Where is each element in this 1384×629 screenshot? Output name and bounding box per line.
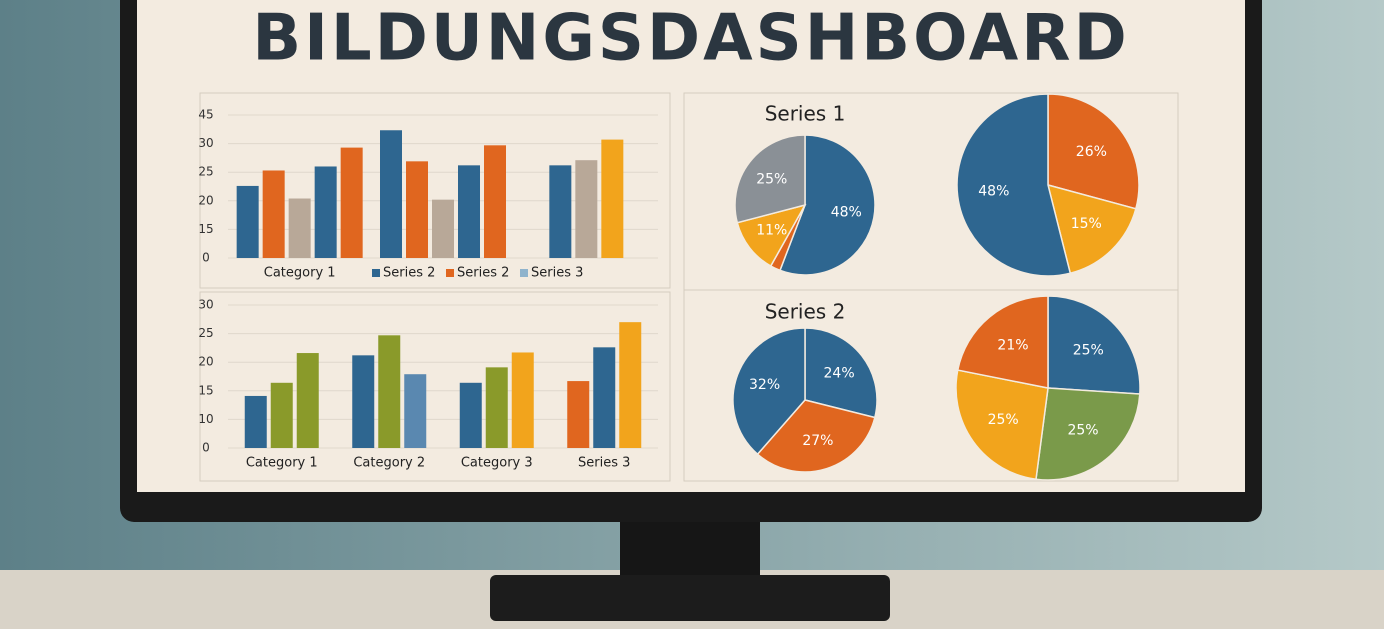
y-tick-label: 15: [198, 383, 213, 397]
pie-slice: [956, 295, 1049, 389]
bar: [314, 166, 337, 258]
bar: [575, 160, 598, 258]
y-tick-label: 15: [198, 222, 213, 236]
slice-label: 26%: [1076, 144, 1107, 160]
slice-label: 25%: [1067, 423, 1098, 439]
pie-slice: [1035, 387, 1141, 481]
pie-slice: [1046, 183, 1137, 275]
bar: [404, 374, 427, 448]
pie-slice: [736, 203, 807, 268]
y-tick-label: 20: [198, 355, 213, 369]
legend-label: Series 2: [457, 266, 509, 281]
bar: [549, 165, 572, 258]
bar: [619, 322, 642, 448]
legend-swatch: [446, 269, 454, 277]
y-tick-label: 25: [198, 165, 213, 179]
bar: [378, 335, 401, 448]
y-tick-label: 10: [198, 412, 213, 426]
bar: [288, 198, 311, 258]
slice-label: 15%: [1071, 216, 1102, 232]
slice-label: 21%: [997, 337, 1028, 353]
x-tick-label: Category 2: [353, 456, 425, 471]
bar: [270, 382, 293, 448]
bar: [406, 161, 428, 258]
slice-label: 11%: [756, 223, 787, 239]
panel: [199, 92, 671, 289]
y-tick-label: 0: [202, 441, 210, 455]
bar: [459, 382, 482, 448]
x-tick-label: Category 3: [461, 456, 533, 471]
panel: [683, 92, 1179, 482]
bar: [380, 130, 402, 258]
panel: [199, 291, 671, 482]
y-tick-label: 30: [198, 298, 213, 312]
y-tick-label: 20: [198, 193, 213, 207]
slice-label: 24%: [824, 365, 855, 381]
monitor-base: [490, 575, 890, 621]
pie-slice: [804, 327, 878, 419]
slice-label: 48%: [831, 205, 862, 221]
pie-slice: [779, 134, 876, 276]
y-tick-label: 0: [202, 251, 210, 265]
slice-label: 25%: [1073, 342, 1104, 358]
pie-slice: [955, 369, 1049, 481]
charts: 0 15 20 25 30 45 Category 1 Series 2 Series 2 Ser…: [198, 93, 1141, 481]
y-tick-label: 25: [198, 326, 213, 340]
slice-label: 27%: [802, 433, 833, 449]
x-tick-label: Category 1: [246, 456, 318, 471]
monitor-neck: [620, 515, 760, 580]
pie-slice: [734, 134, 806, 224]
pie-slice: [756, 399, 876, 473]
pie-slice: [732, 327, 806, 456]
legend-label: Series 2: [383, 266, 435, 281]
dashboard-title: BILDUNGSDASHBOARD: [252, 2, 1129, 76]
slice-label: 25%: [756, 171, 787, 187]
bar: [601, 139, 624, 258]
bar: [432, 199, 454, 258]
bar: [262, 170, 285, 258]
slice-label: 25%: [988, 412, 1019, 428]
pie-slice: [956, 93, 1072, 277]
slice-label: 32%: [749, 377, 780, 393]
y-tick-label: 45: [198, 108, 213, 122]
y-tick-label: 30: [198, 136, 213, 150]
pie-slice: [1047, 93, 1140, 210]
x-tick-label: Category 1: [264, 266, 336, 281]
slice-label: 48%: [978, 184, 1009, 200]
legend-swatch: [372, 269, 380, 277]
bar: [458, 165, 480, 258]
bar: [340, 147, 363, 258]
pie-title: Series 1: [765, 102, 846, 126]
legend-label: Series 3: [531, 266, 583, 281]
legend-swatch: [520, 269, 528, 277]
pie-slice: [1047, 295, 1141, 395]
bar: [484, 145, 506, 258]
bar: [244, 395, 267, 448]
bar: [485, 367, 508, 448]
pie-title: Series 2: [765, 300, 846, 324]
x-tick-label: Series 3: [578, 456, 630, 471]
bar: [296, 353, 319, 448]
bar: [236, 185, 259, 258]
bar: [567, 381, 590, 448]
bar: [352, 355, 375, 448]
bar: [511, 352, 534, 448]
bar: [593, 347, 616, 448]
